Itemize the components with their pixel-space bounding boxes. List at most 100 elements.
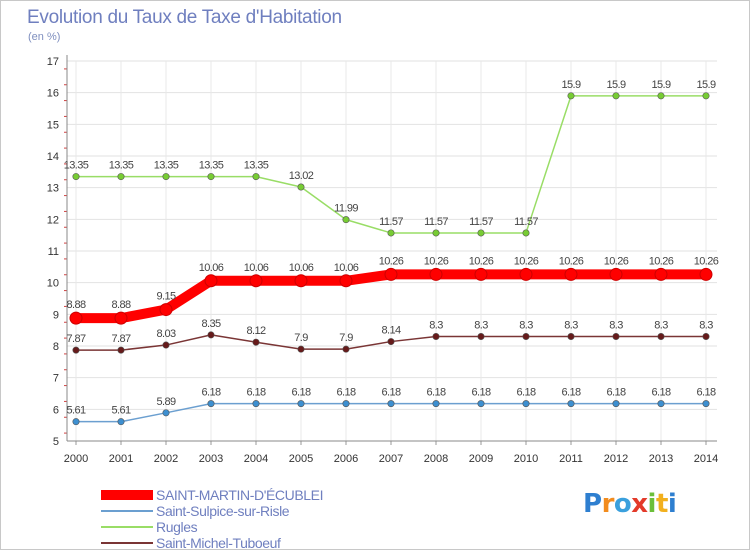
- y-tick-label: 11: [48, 246, 59, 258]
- data-label: 8.88: [111, 299, 130, 311]
- data-label: 8.12: [246, 325, 265, 337]
- y-tick-label: 6: [53, 404, 59, 416]
- x-tick-label: 2006: [334, 453, 358, 465]
- y-tick-label: 12: [47, 214, 59, 226]
- x-tick-label: 2012: [604, 453, 628, 465]
- data-point: [207, 331, 215, 339]
- data-label: 10.26: [514, 255, 539, 267]
- data-point: [387, 338, 395, 346]
- data-label: 10.26: [559, 255, 584, 267]
- data-label: 6.18: [381, 387, 400, 399]
- data-point: [342, 216, 350, 224]
- data-point: [297, 400, 305, 408]
- data-label: 11.57: [424, 216, 448, 228]
- data-point: [117, 418, 125, 426]
- y-tick-label: 10: [47, 278, 59, 290]
- data-point: [249, 274, 263, 288]
- data-point: [702, 400, 710, 408]
- data-label: 6.18: [561, 387, 580, 399]
- data-label: 15.9: [651, 79, 670, 91]
- y-tick-label: 8: [53, 341, 59, 353]
- data-point: [117, 346, 125, 354]
- data-label: 6.18: [336, 387, 355, 399]
- data-label: 8.88: [66, 299, 85, 311]
- data-point: [477, 229, 485, 237]
- x-tick-label: 2000: [64, 453, 88, 465]
- y-tick-label: 5: [53, 436, 59, 448]
- data-point: [567, 92, 575, 100]
- logo-letter: r: [601, 489, 615, 519]
- legend-swatch: [101, 542, 153, 544]
- data-label: 11.57: [379, 216, 403, 228]
- data-point: [567, 332, 575, 340]
- legend-label: Saint-Michel-Tuboeuf: [156, 535, 281, 550]
- data-point: [612, 92, 620, 100]
- data-point: [522, 332, 530, 340]
- data-point: [564, 267, 578, 281]
- data-point: [432, 400, 440, 408]
- data-label: 10.06: [199, 262, 224, 274]
- logo-letter: o: [613, 489, 632, 519]
- data-point: [294, 274, 308, 288]
- data-label: 10.26: [469, 255, 494, 267]
- data-label: 10.26: [424, 255, 449, 267]
- data-point: [657, 400, 665, 408]
- data-label: 13.35: [109, 160, 134, 172]
- data-label: 15.9: [606, 79, 625, 91]
- data-point: [522, 400, 530, 408]
- axes: 5 6 7 8 9 10 11 12 13 14 15 16 17 2000 2001 2002 2003 200…: [47, 55, 718, 465]
- data-label: 7.9: [294, 332, 308, 344]
- data-label: 9.15: [156, 291, 175, 303]
- y-tick-label: 7: [53, 373, 59, 385]
- x-tick-label: 2011: [559, 453, 583, 465]
- grid: [67, 60, 717, 441]
- series-group: [69, 92, 713, 426]
- x-tick-label: 2007: [379, 453, 403, 465]
- data-label: 13.35: [199, 160, 224, 172]
- data-label: 10.26: [604, 255, 629, 267]
- data-point: [207, 173, 215, 181]
- data-point: [252, 338, 260, 346]
- data-point: [72, 173, 80, 181]
- data-label: 10.06: [289, 262, 314, 274]
- x-tick-label: 2014: [694, 453, 718, 465]
- logo-letter: P: [583, 489, 602, 519]
- data-point: [207, 400, 215, 408]
- data-label: 10.06: [244, 262, 269, 274]
- data-label: 8.03: [156, 328, 175, 340]
- legend-swatch: [101, 510, 153, 512]
- data-point: [702, 332, 710, 340]
- data-point: [159, 303, 173, 317]
- data-label: 8.3: [609, 320, 623, 332]
- data-point: [72, 346, 80, 354]
- chart-unit: (en %): [28, 31, 61, 43]
- data-label: 6.18: [291, 387, 310, 399]
- data-label: 8.3: [654, 320, 668, 332]
- data-point: [474, 267, 488, 281]
- data-point: [702, 92, 710, 100]
- y-tick-label: 17: [47, 56, 59, 68]
- data-label: 6.18: [651, 387, 670, 399]
- data-point: [657, 332, 665, 340]
- data-label: 8.3: [699, 320, 713, 332]
- data-label: 11.57: [514, 216, 538, 228]
- data-label: 8.3: [474, 320, 488, 332]
- data-label: 8.3: [429, 320, 443, 332]
- legend-label: Saint-Sulpice-sur-Risle: [156, 503, 290, 519]
- data-label: 5.61: [111, 405, 130, 417]
- data-point: [477, 400, 485, 408]
- x-tick-label: 2005: [289, 453, 313, 465]
- data-point: [252, 400, 260, 408]
- data-label: 6.18: [516, 387, 535, 399]
- logo-letter: i: [667, 489, 677, 519]
- data-point: [387, 229, 395, 237]
- data-point: [342, 345, 350, 353]
- y-tick-label: 9: [53, 309, 59, 321]
- x-tick-label: 2010: [514, 453, 538, 465]
- data-label: 6.18: [471, 387, 490, 399]
- data-label: 5.89: [156, 396, 175, 408]
- data-point: [204, 274, 218, 288]
- data-point: [657, 92, 665, 100]
- y-tick-label: 14: [47, 151, 59, 163]
- x-tick-label: 2009: [469, 453, 493, 465]
